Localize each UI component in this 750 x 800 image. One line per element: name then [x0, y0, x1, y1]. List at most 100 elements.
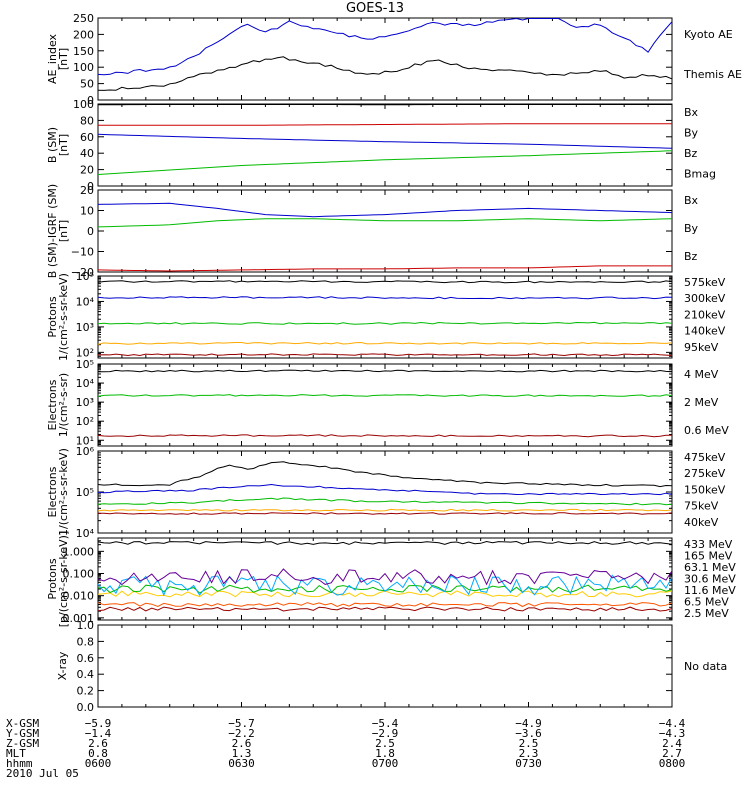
- y-tick-label: −10: [71, 246, 94, 259]
- y-tick-label: 0.4: [77, 668, 95, 681]
- series-line: [97, 202, 673, 218]
- y-axis-label: [nT]: [57, 220, 70, 242]
- footer-value: 2.6: [88, 737, 108, 750]
- footer-date: 2010 Jul 05: [6, 767, 79, 780]
- y-axis-label: Protons: [46, 296, 59, 337]
- footer-value: 2.3: [519, 747, 539, 760]
- y-tick-label: 20: [80, 164, 94, 177]
- series-line: [97, 461, 673, 488]
- y-tick-label: 40: [80, 147, 94, 160]
- legend-label: Bz: [684, 250, 698, 263]
- y-axis-label: AE_index: [46, 33, 59, 84]
- footer-row-label: MLT: [6, 747, 26, 760]
- footer-value: 2.4: [662, 737, 682, 750]
- panel-frame: [97, 450, 673, 534]
- legend-label: 140keV: [684, 325, 726, 338]
- y-tick-label: 150: [73, 45, 94, 58]
- y-tick-label: 10: [80, 205, 94, 218]
- y-tick-label: 10⁵: [76, 270, 94, 283]
- y-tick-label: 0.0: [77, 701, 95, 714]
- footer-value: 2.5: [375, 737, 395, 750]
- series-line: [97, 133, 673, 149]
- y-axis-label: 1/(cm²-s-sr-keV): [57, 448, 70, 536]
- legend-label: 433 MeV: [684, 538, 733, 551]
- y-tick-label: 20: [80, 184, 94, 197]
- legend-label: By: [684, 127, 699, 140]
- footer-value: −2.2: [228, 727, 255, 740]
- footer-value: −5.9: [85, 717, 112, 730]
- panel-protons2: 0.001 0.010 0.100 1.000 Protons[p/(cm²-s-sr-…: [46, 531, 736, 628]
- y-tick-label: 10⁶: [76, 445, 95, 458]
- legend-label: 2 MeV: [684, 396, 719, 409]
- y-tick-label: 10²: [76, 346, 94, 359]
- footer-row-label: hhmm: [6, 757, 33, 770]
- series-line: [97, 394, 673, 397]
- y-tick-label: 10⁵: [76, 486, 94, 499]
- chart-title: GOES-13: [346, 1, 404, 16]
- y-axis-label: B (SM)-IGRF (SM): [46, 184, 59, 278]
- footer-value: −4.9: [515, 717, 542, 730]
- y-tick-label: 10⁴: [76, 527, 95, 540]
- legend-label: 575keV: [684, 276, 726, 289]
- y-tick-label: 0: [87, 225, 94, 238]
- y-tick-label: 250: [73, 12, 94, 25]
- legend-label: Themis AE: [683, 68, 742, 81]
- series-line: [97, 341, 673, 345]
- legend-label: 150keV: [684, 483, 726, 496]
- legend-label: 11.6 MeV: [684, 584, 736, 597]
- footer-value: 1.3: [232, 747, 252, 760]
- y-axis-label: 1/(cm²-s-sr): [57, 373, 70, 437]
- footer-value: −5.7: [228, 717, 255, 730]
- y-tick-label: 1.000: [63, 545, 95, 558]
- legend-label: 300keV: [684, 292, 726, 305]
- legend-label: 4 MeV: [684, 368, 719, 381]
- y-axis-label: [nT]: [57, 48, 70, 70]
- panel-xray: 0.0 0.2 0.4 0.6 0.8 1.0 X-ray No data: [56, 619, 727, 714]
- y-tick-label: 10⁴: [76, 295, 95, 308]
- y-axis-label: 1/(cm²-s-sr-keV): [57, 273, 70, 361]
- legend-label: 0.6 MeV: [684, 424, 729, 437]
- series-line: [97, 602, 673, 608]
- series-line: [97, 540, 673, 545]
- legend-label: Bx: [684, 106, 699, 119]
- y-tick-label: 0.6: [77, 652, 95, 665]
- panel-frame: [97, 624, 673, 708]
- series-line: [97, 512, 673, 515]
- y-tick-label: 10³: [76, 396, 94, 409]
- footer-value: −2.9: [372, 727, 399, 740]
- footer-value: 0700: [372, 757, 399, 770]
- no-data-note: No data: [684, 660, 727, 673]
- footer-row-label: Z-GSM: [6, 737, 39, 750]
- series-line: [97, 296, 673, 300]
- legend-label: 75keV: [684, 500, 719, 513]
- panel-ae: 0 50 100 150 200 250 AE_index[nT] Kyoto AE Themi…: [46, 12, 742, 107]
- footer-value: 0.8: [88, 747, 108, 760]
- series-line: [98, 123, 672, 126]
- footer-value: −4.3: [659, 727, 686, 740]
- y-tick-label: 10¹: [76, 434, 94, 447]
- panel-frame: [97, 275, 673, 359]
- series-line: [97, 606, 673, 612]
- footer-value: 1.8: [375, 747, 395, 760]
- legend-label: 95keV: [684, 341, 719, 354]
- y-axis-label: X-ray: [56, 651, 69, 680]
- y-tick-label: 50: [80, 78, 94, 91]
- legend-label: Bz: [684, 147, 698, 160]
- legend-label: By: [684, 222, 699, 235]
- y-tick-label: −20: [71, 266, 94, 279]
- series-line: [97, 483, 673, 496]
- y-axis-label: Electrons: [46, 466, 59, 517]
- y-tick-label: 0: [87, 94, 94, 107]
- series-line: [97, 280, 673, 284]
- series-line: [97, 568, 673, 586]
- y-tick-label: 10²: [76, 415, 94, 428]
- footer-row-label: Y-GSM: [6, 727, 39, 740]
- series-line: [97, 321, 673, 325]
- y-tick-label: 200: [73, 28, 94, 41]
- legend-label: Bmag: [684, 168, 716, 181]
- ephemeris-footer: X-GSM −5.9 −5.7 −5.4 −4.9 −4.4 Y-GSM −1.4 −2.2 −2…: [6, 717, 686, 780]
- footer-value: 0600: [85, 757, 112, 770]
- legend-label: 165 MeV: [684, 550, 733, 563]
- legend-label: Kyoto AE: [684, 28, 733, 41]
